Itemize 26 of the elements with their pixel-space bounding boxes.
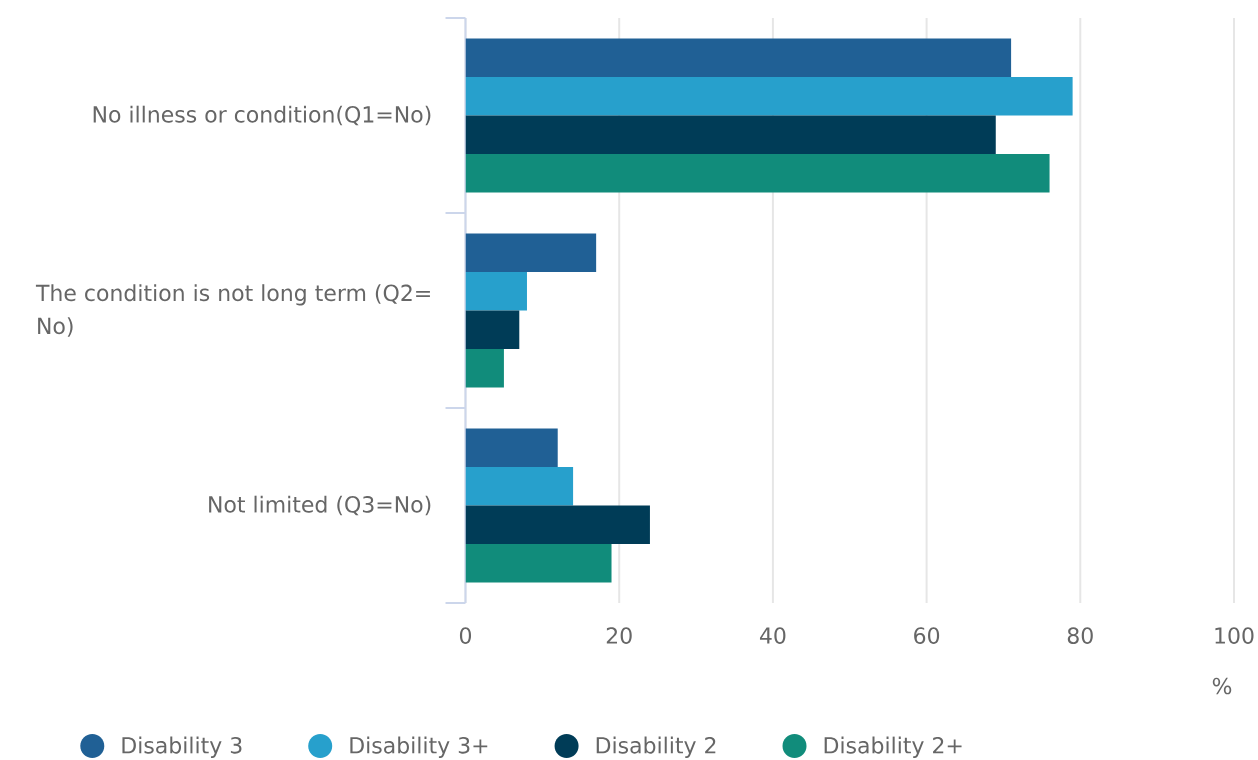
x-tick-label: 0 — [459, 627, 472, 644]
bar — [465, 466, 574, 506]
legend-label: Disability 3+ — [350, 736, 488, 758]
x-tick-label: 40 — [759, 627, 786, 644]
x-tick-label: 80 — [1067, 627, 1093, 644]
bar — [465, 544, 612, 583]
bar — [465, 233, 597, 272]
y-tick-label: The condition is not long term (Q2= No) — [35, 284, 430, 337]
bar — [465, 428, 558, 467]
x-axis-title: % — [1212, 677, 1232, 695]
legend-label: Disability 3 — [122, 736, 242, 758]
bar — [465, 505, 650, 545]
bar — [465, 115, 996, 155]
bar — [465, 76, 1073, 116]
bar — [465, 349, 504, 388]
bar — [465, 38, 1012, 77]
legend-label: Disability 2 — [596, 736, 716, 758]
bar — [465, 154, 1050, 193]
legend-label: Disability 2+ — [824, 736, 962, 758]
x-tick-label: 20 — [606, 627, 632, 644]
y-tick-label: No illness or condition(Q1=No) — [93, 105, 431, 126]
bar — [465, 310, 520, 350]
y-tick-label: Not limited (Q3=No) — [209, 495, 431, 516]
x-tick-label: 60 — [914, 627, 940, 644]
bar — [465, 271, 527, 311]
x-tick-label: 100 — [1215, 627, 1254, 644]
